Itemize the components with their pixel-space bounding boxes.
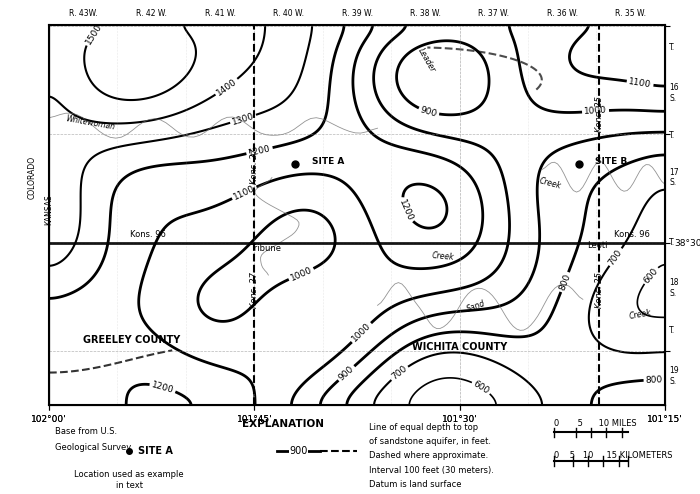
Text: Creek: Creek (629, 308, 652, 321)
Text: EXPLANATION: EXPLANATION (242, 419, 324, 429)
Text: 900: 900 (289, 446, 308, 455)
Text: 0       5      10 MILES: 0 5 10 MILES (554, 419, 637, 428)
Text: Location used as example
in text: Location used as example in text (74, 470, 184, 490)
Text: R. 42 W.: R. 42 W. (136, 9, 167, 18)
Text: 700: 700 (607, 247, 624, 267)
Text: 1000: 1000 (584, 106, 608, 117)
Text: 1200: 1200 (150, 380, 175, 395)
Text: Creek: Creek (538, 176, 562, 191)
Text: Tribune: Tribune (250, 244, 281, 253)
Text: Base from U.S.: Base from U.S. (55, 427, 118, 436)
Text: 1000: 1000 (350, 321, 372, 344)
Text: 900: 900 (337, 364, 356, 382)
Text: R. 37 W.: R. 37 W. (478, 9, 510, 18)
Text: R. 39 W.: R. 39 W. (342, 9, 372, 18)
Text: Whitewoman: Whitewoman (64, 115, 116, 132)
Text: 900: 900 (289, 446, 308, 455)
Text: Creek: Creek (432, 251, 455, 262)
Text: Geological Survey: Geological Survey (55, 443, 132, 452)
Text: 1400: 1400 (215, 77, 239, 97)
Text: R. 43W.: R. 43W. (69, 9, 97, 18)
Text: Leader: Leader (416, 47, 438, 74)
Text: 1000: 1000 (289, 265, 314, 283)
Text: Datum is land surface: Datum is land surface (370, 480, 462, 489)
Text: Kons. 27: Kons. 27 (250, 272, 259, 308)
Text: R. 41 W.: R. 41 W. (204, 9, 235, 18)
Text: 1300: 1300 (231, 111, 255, 126)
Text: 600: 600 (642, 266, 659, 285)
Text: R. 36 W.: R. 36 W. (547, 9, 578, 18)
Text: Kons. 27: Kons. 27 (250, 148, 259, 184)
Text: 1500: 1500 (84, 22, 104, 46)
Text: SITE A: SITE A (139, 446, 173, 455)
Text: 1200: 1200 (247, 144, 272, 158)
Text: Kons. 25: Kons. 25 (595, 96, 604, 132)
Text: 17
S.: 17 S. (669, 168, 679, 187)
Text: Kons. 25: Kons. 25 (595, 272, 604, 308)
Text: R. 40 W.: R. 40 W. (273, 9, 304, 18)
Text: 1100: 1100 (232, 184, 257, 202)
Text: WICHITA COUNTY: WICHITA COUNTY (412, 341, 507, 352)
Text: 1200: 1200 (397, 198, 414, 223)
Text: R. 35 W.: R. 35 W. (615, 9, 646, 18)
Text: 900: 900 (419, 105, 438, 119)
Text: 0    5   10     15 KILOMETERS: 0 5 10 15 KILOMETERS (554, 451, 673, 459)
Text: GREELEY COUNTY: GREELEY COUNTY (83, 335, 180, 345)
Text: 700: 700 (390, 364, 409, 382)
Text: 19
S.: 19 S. (669, 366, 679, 385)
Text: of sandstone aquifer, in feet.: of sandstone aquifer, in feet. (370, 437, 491, 446)
Text: 18
S.: 18 S. (669, 278, 678, 298)
Text: Sand: Sand (466, 299, 486, 314)
Text: Interval 100 feet (30 meters).: Interval 100 feet (30 meters). (370, 465, 494, 475)
Text: R. 38 W.: R. 38 W. (410, 9, 441, 18)
Text: 16
S.: 16 S. (669, 83, 679, 103)
Text: KANSAS: KANSAS (45, 195, 53, 225)
Text: Kons. 96: Kons. 96 (614, 230, 650, 239)
Text: SITE A: SITE A (312, 157, 344, 166)
Text: Kons. 96: Kons. 96 (130, 230, 165, 239)
Text: 800: 800 (645, 375, 663, 385)
Text: T.: T. (669, 238, 675, 247)
Text: 1100: 1100 (628, 77, 652, 89)
Text: T.: T. (669, 131, 675, 140)
Text: COLORADO: COLORADO (28, 156, 37, 199)
Text: SITE B: SITE B (595, 157, 627, 166)
Text: Line of equal depth to top: Line of equal depth to top (370, 423, 478, 432)
Text: T.: T. (669, 43, 675, 52)
Text: 600: 600 (472, 379, 491, 396)
Text: Leoti: Leoti (587, 241, 608, 250)
Text: 800: 800 (557, 272, 572, 292)
Text: T.: T. (669, 326, 675, 335)
Text: Dashed where approximate.: Dashed where approximate. (370, 452, 489, 460)
